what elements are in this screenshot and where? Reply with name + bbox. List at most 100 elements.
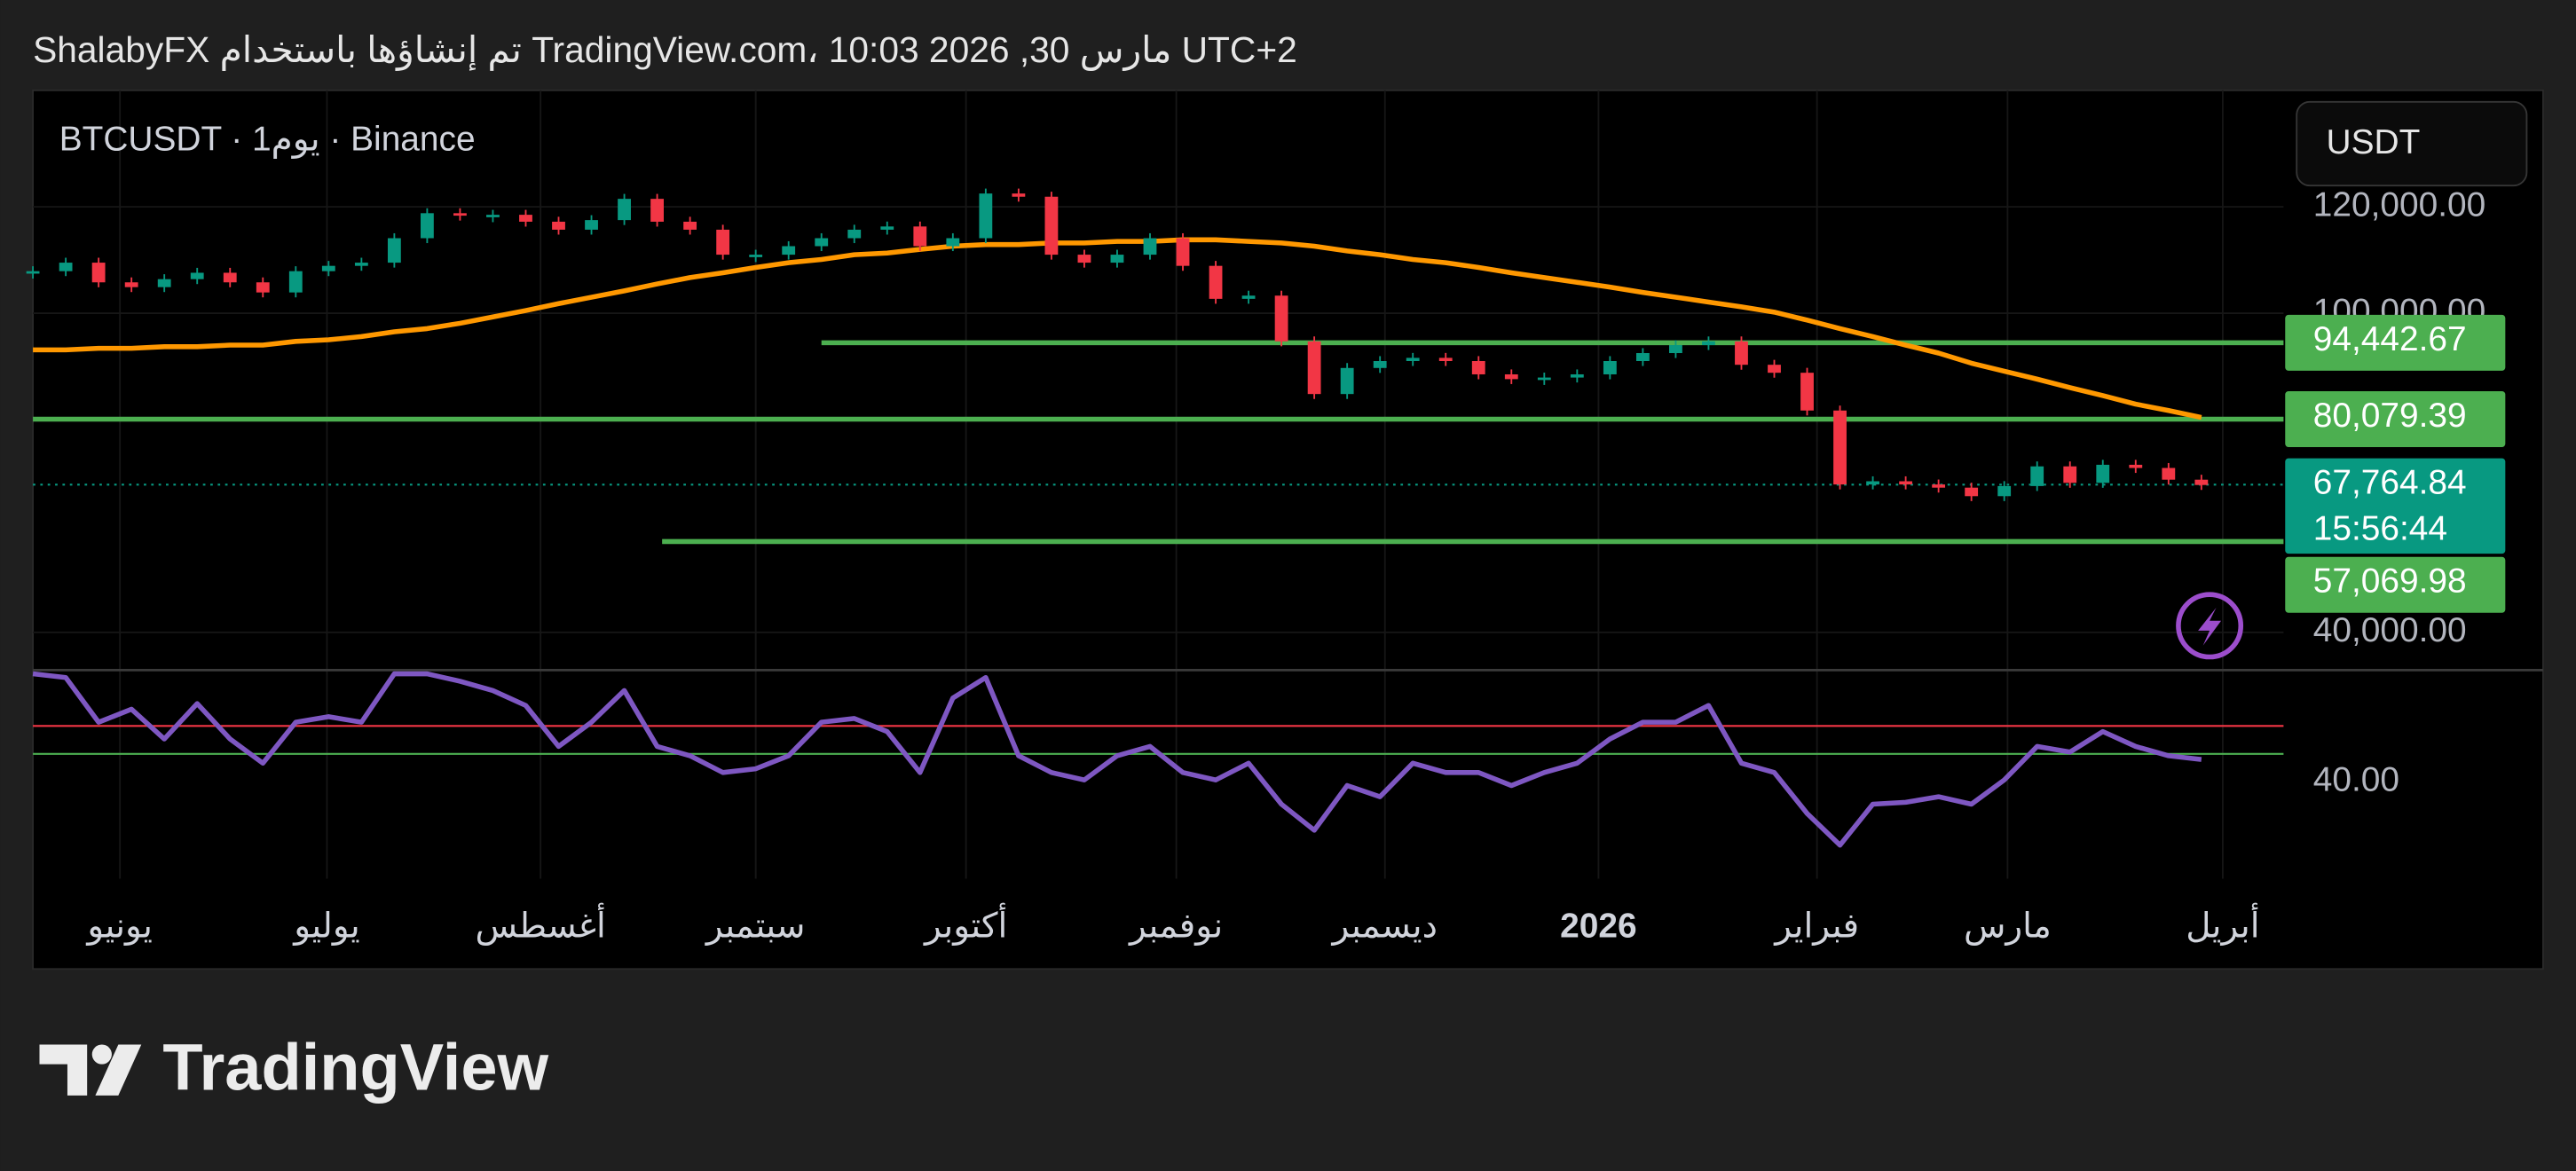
candle (1471, 360, 1485, 374)
x-tick-label: مارس (1964, 907, 2052, 945)
candle (683, 221, 697, 230)
x-tick-label: يوليو (292, 907, 360, 946)
y-tick-label: 40,000.00 (2313, 611, 2467, 649)
candle (716, 229, 730, 255)
candle (1635, 353, 1650, 361)
candle (1537, 377, 1551, 381)
logo-icon (39, 1044, 142, 1096)
price-label-box (2285, 556, 2506, 613)
candle (782, 246, 796, 255)
candle (1866, 481, 1879, 485)
candle (157, 279, 171, 287)
candle (880, 226, 894, 230)
candle (847, 229, 862, 239)
currency-button[interactable] (2296, 100, 2528, 187)
candle (420, 213, 434, 239)
candle (552, 221, 565, 230)
candle (288, 271, 303, 293)
symbol-title: BTCUSDT · 1يوم · Binance (59, 120, 476, 159)
candle (2063, 466, 2077, 483)
candle (1241, 295, 1256, 299)
candle (1143, 238, 1157, 255)
candle (1438, 358, 1453, 361)
y-tick-label: 120,000.00 (2313, 185, 2486, 224)
candle (59, 263, 73, 271)
candle (1274, 295, 1288, 342)
candle (1012, 193, 1026, 197)
logo-text: TradingView (162, 1030, 548, 1104)
alert-bolt (2198, 607, 2222, 646)
price-label-box (2285, 314, 2506, 371)
rsi-tick-label: 40.00 (2313, 761, 2399, 799)
candle (585, 220, 598, 230)
x-tick-label: ديسمبر (1331, 907, 1438, 946)
rsi-line (32, 671, 2202, 848)
price-label: 15:56:44 (2313, 509, 2447, 547)
candle (1768, 365, 1781, 373)
candle (1603, 360, 1617, 374)
candle (26, 271, 40, 274)
candle (815, 238, 829, 247)
candle (2129, 464, 2143, 468)
candle (979, 193, 993, 239)
candle (1833, 410, 1847, 485)
candle (1209, 265, 1223, 299)
candle (1077, 255, 1091, 263)
price-label: 94,442.67 (2313, 320, 2467, 358)
candle (650, 199, 664, 222)
x-tick-label: يونيو (85, 907, 153, 946)
price-label-box (2285, 391, 2506, 447)
price-label: 67,764.84 (2313, 464, 2467, 502)
candle (2096, 464, 2110, 483)
x-tick-label: فبراير (1773, 907, 1859, 946)
candle (354, 263, 368, 266)
price-label: 80,079.39 (2313, 397, 2467, 435)
chart-panel (32, 89, 2544, 971)
candle (2162, 468, 2176, 480)
candle (519, 215, 532, 222)
candle (1997, 485, 2012, 497)
x-tick-label: سبتمبر (705, 907, 806, 946)
logo-shape (39, 1044, 88, 1096)
moving-average (33, 237, 2202, 420)
header: ShalabyFX تم إنشاؤها باستخدام TradingVie… (33, 29, 1297, 71)
candle (453, 213, 467, 216)
candle (124, 282, 138, 287)
chart-layer: يونيو يوليو أغسطس سبتمبر أكتوبر نوفمبر ديسمبر 2… (26, 90, 2543, 946)
x-tick-label: 2026 (1560, 907, 1636, 945)
candle (1932, 484, 1946, 488)
candle (1176, 238, 1190, 266)
candle (1340, 367, 1354, 395)
logo-dot (91, 1044, 112, 1065)
candle (1307, 341, 1321, 395)
candle (1669, 345, 1682, 354)
candle (190, 272, 204, 279)
candle (1570, 373, 1584, 378)
price-label: 57,069.98 (2313, 562, 2467, 601)
x-tick-label: أبريل (2186, 902, 2259, 946)
candle (387, 238, 401, 263)
candle (1373, 360, 1387, 368)
candle (1504, 373, 1518, 380)
candle (486, 215, 500, 217)
price-label-box (2285, 458, 2506, 554)
candle (1800, 373, 1814, 411)
x-tick-label: نوفمبر (1128, 907, 1223, 946)
candle (321, 265, 335, 271)
candle (913, 226, 927, 247)
candle (223, 272, 237, 283)
currency-label: USDT (2327, 123, 2421, 161)
candle (2194, 479, 2209, 485)
candle (946, 238, 960, 247)
candle (256, 282, 270, 293)
candle (1406, 358, 1420, 361)
x-tick-label: أغسطس (476, 902, 606, 945)
candle (618, 199, 631, 221)
candle (91, 263, 106, 283)
candle (2030, 466, 2044, 486)
alert-icon[interactable] (2176, 592, 2244, 660)
candle (1044, 196, 1059, 255)
candle (1110, 255, 1124, 263)
